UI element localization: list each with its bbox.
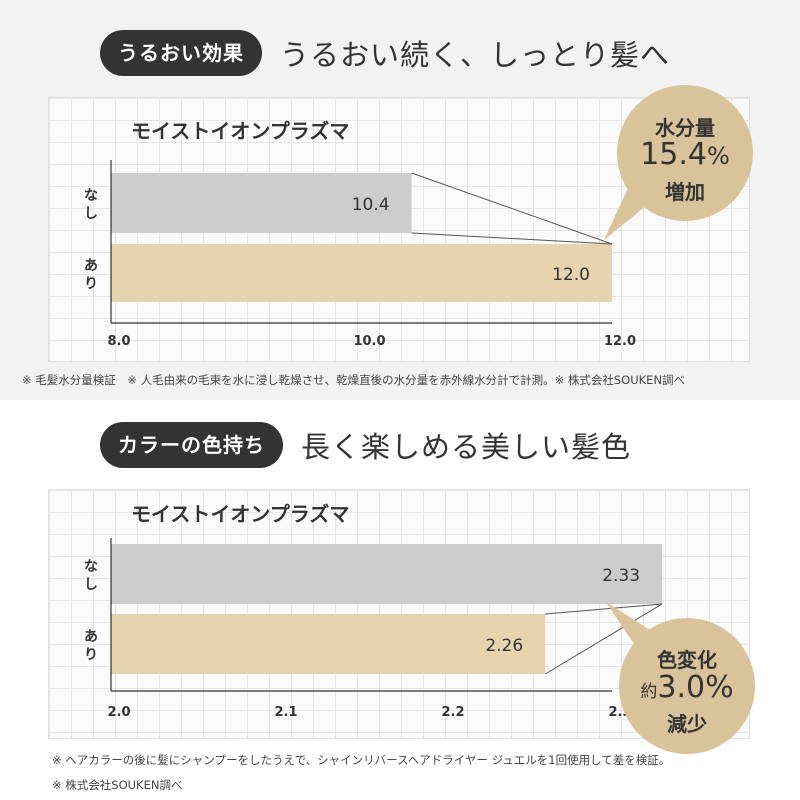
bar-nashi (111, 173, 412, 233)
bar-value-label: 10.4 (352, 195, 390, 215)
category-label: し (84, 206, 98, 222)
chart-title: モイストイオンプラズマ (131, 119, 349, 143)
x-tick-label: 2.1 (274, 705, 297, 720)
moisture-badge-value: 15.4% (617, 137, 753, 172)
bar-value-label: 12.0 (552, 265, 590, 285)
category-label: り (84, 276, 98, 292)
bar-value-label: 2.26 (485, 636, 523, 656)
moisture-badge: 水分量 15.4% 増加 (617, 85, 753, 221)
moisture-badge-label: 水分量 (655, 116, 715, 140)
connector-line (545, 603, 663, 615)
moisture-badge-unit: % (706, 142, 730, 170)
moisture-headline: うるおい続く、しっとり髪へ (280, 38, 671, 72)
category-label: あ (84, 629, 98, 645)
color-note-2: ※ 株式会社SOUKEN調べ (52, 778, 183, 792)
bar-ari (111, 614, 546, 674)
x-tick-label: 10.0 (353, 334, 385, 349)
bar-ari (111, 244, 612, 302)
category-label: あ (84, 258, 98, 274)
color-headline: 長く楽しめる美しい髪色 (301, 430, 632, 464)
color-badge-label: 色変化 (657, 648, 717, 672)
moisture-header: うるおい効果 うるおい続く、しっとり髪へ (100, 30, 670, 76)
color-pill: カラーの色持ち (100, 422, 283, 468)
category-label: り (84, 647, 98, 663)
color-badge: 色変化 約3.0% 減少 (619, 618, 755, 754)
chart-title: モイストイオンプラズマ (131, 502, 349, 526)
category-label: し (84, 577, 98, 593)
moisture-chart: モイストイオンプラズマ 10.4 なし 12.0 あり 8.0 10.0 12.0 (84, 119, 636, 349)
connector-line (411, 172, 613, 245)
moisture-section: うるおい効果 うるおい続く、しっとり髪へ モイストイオンプラズマ 10.4 なし 12… (0, 0, 800, 400)
bar-nashi (111, 544, 663, 604)
category-label: な (84, 559, 98, 575)
moisture-badge-result: 増加 (665, 180, 705, 204)
color-header: カラーの色持ち 長く楽しめる美しい髪色 (100, 422, 631, 468)
color-section: カラーの色持ち 長く楽しめる美しい髪色 モイストイオンプラズマ 2.33 なし 2.2… (0, 400, 800, 800)
moisture-pill: うるおい効果 (100, 30, 262, 76)
color-badge-prefix: 約 (640, 682, 658, 702)
moisture-badge-number: 15.4 (640, 137, 707, 172)
x-tick-label: 12.0 (604, 334, 636, 349)
x-tick-label: 2.0 (107, 705, 130, 720)
color-badge-result: 減少 (667, 712, 707, 736)
category-label: な (84, 188, 98, 204)
color-badge-value: 約3.0% (619, 670, 755, 705)
bar-value-label: 2.33 (602, 566, 640, 586)
connector-line (411, 232, 613, 245)
x-tick-label: 8.0 (107, 334, 130, 349)
x-tick-label: 2.2 (441, 705, 464, 720)
color-note-1: ※ ヘアカラーの後に髪にシャンプーをしたうえで、シャインリバースヘアドライヤー … (52, 753, 671, 767)
color-badge-number: 3.0% (657, 670, 734, 705)
moisture-note: ※ 毛髪水分量検証 ※ 人毛由来の毛束を水に浸し乾燥させ、乾燥直後の水分量を赤外… (22, 373, 686, 387)
